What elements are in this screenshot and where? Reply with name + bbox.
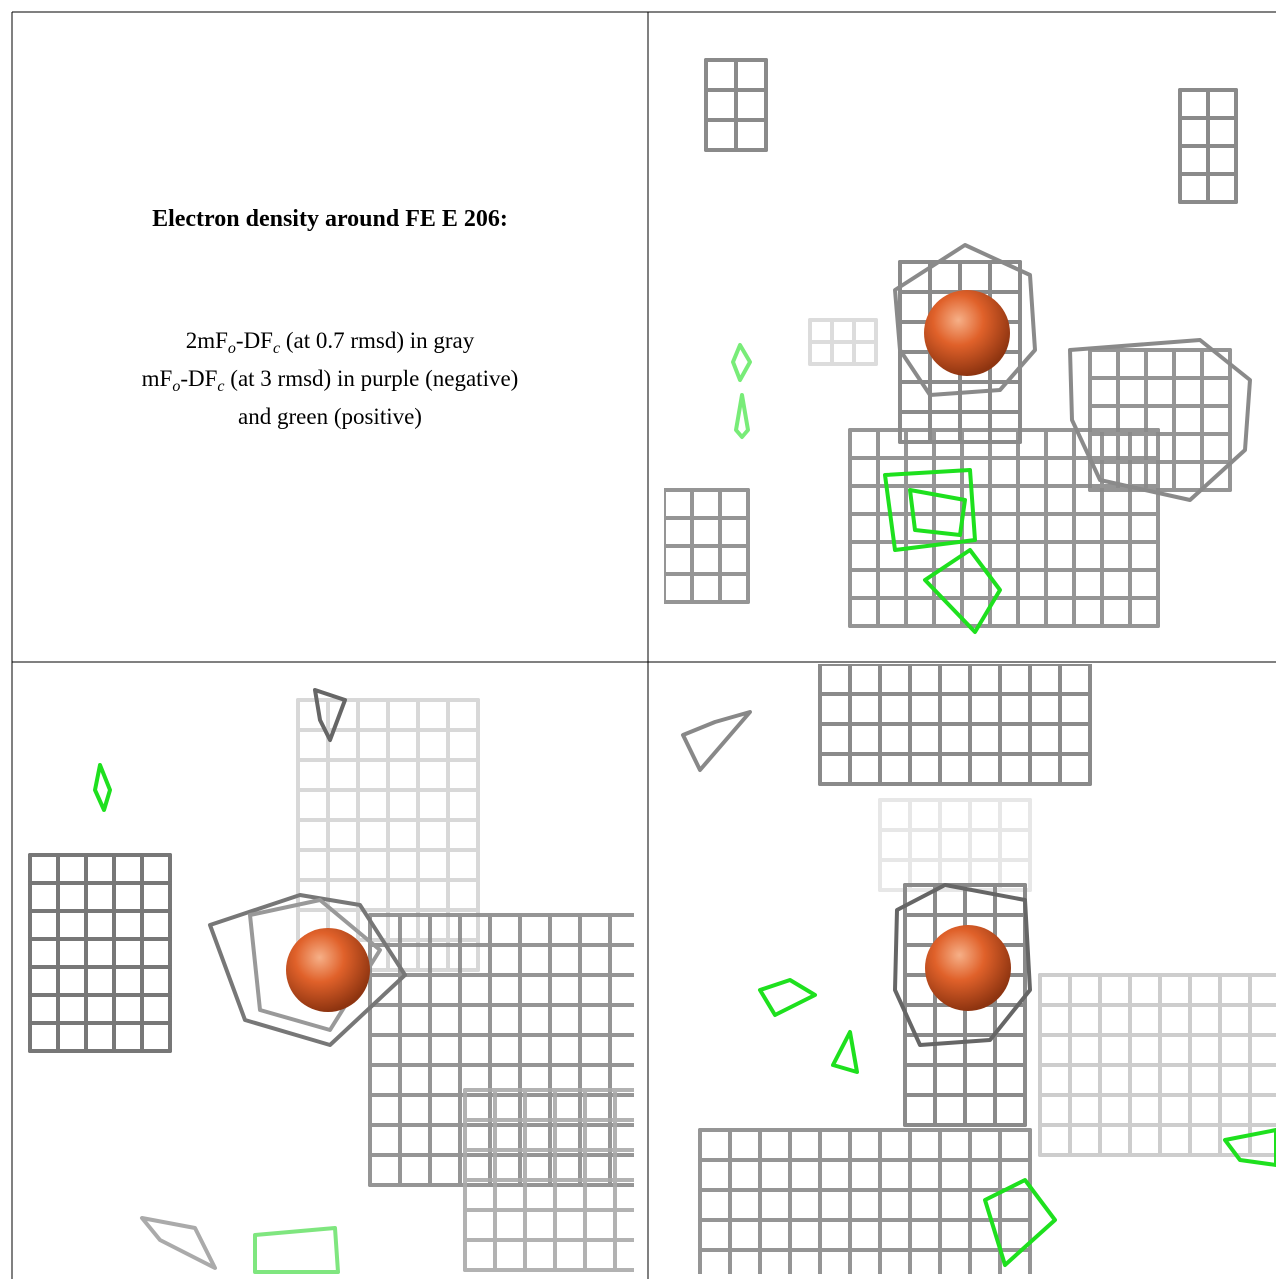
iron-atom xyxy=(286,928,370,1012)
caption-line: and green (positive) xyxy=(12,398,648,436)
text-run: (at 3 rmsd) in purple (negative) xyxy=(225,366,519,391)
subscript: c xyxy=(217,378,224,395)
mesh xyxy=(810,320,876,364)
text-run: 2mF xyxy=(186,328,228,353)
mesh-outline xyxy=(736,395,748,437)
mesh-outline xyxy=(95,765,110,810)
iron-atom xyxy=(925,925,1011,1011)
mesh-outline xyxy=(142,1218,215,1268)
mesh xyxy=(1180,90,1236,202)
mesh xyxy=(1040,975,1276,1155)
text-run: and green (positive) xyxy=(238,404,422,429)
page: {"caption": {"title": "Electron density … xyxy=(0,0,1276,1279)
mesh-outline xyxy=(733,345,750,380)
mesh-outline xyxy=(760,980,815,1015)
text-run: (at 0.7 rmsd) in gray xyxy=(280,328,474,353)
caption-line: 2mFo-DFc (at 0.7 rmsd) in gray xyxy=(12,322,648,360)
mesh-outline xyxy=(683,712,750,770)
mesh xyxy=(370,915,640,1185)
text-run: mF xyxy=(142,366,173,391)
density-panel-bottom-left xyxy=(30,690,645,1272)
subscript: o xyxy=(228,340,236,357)
mesh xyxy=(706,60,766,150)
mesh-outline xyxy=(833,1032,857,1072)
figure-table xyxy=(0,0,1276,1279)
mesh xyxy=(664,490,748,602)
mesh xyxy=(850,430,1158,626)
text-run: -DF xyxy=(236,328,273,353)
iron-atom xyxy=(924,290,1010,376)
density-panel-bottom-right xyxy=(683,664,1276,1279)
text-run: -DF xyxy=(180,366,217,391)
subscript: c xyxy=(273,340,280,357)
mesh-outline xyxy=(255,1228,338,1272)
mesh xyxy=(820,664,1090,784)
density-panel-top-right xyxy=(664,60,1250,632)
caption-title: Electron density around FE E 206: xyxy=(12,206,648,233)
mesh xyxy=(700,1130,1030,1279)
mesh xyxy=(880,800,1030,890)
mesh xyxy=(30,855,170,1051)
mesh-outline xyxy=(985,1180,1055,1265)
caption-line: mFo-DFc (at 3 rmsd) in purple (negative) xyxy=(12,360,648,398)
table-borders xyxy=(12,12,1276,1279)
